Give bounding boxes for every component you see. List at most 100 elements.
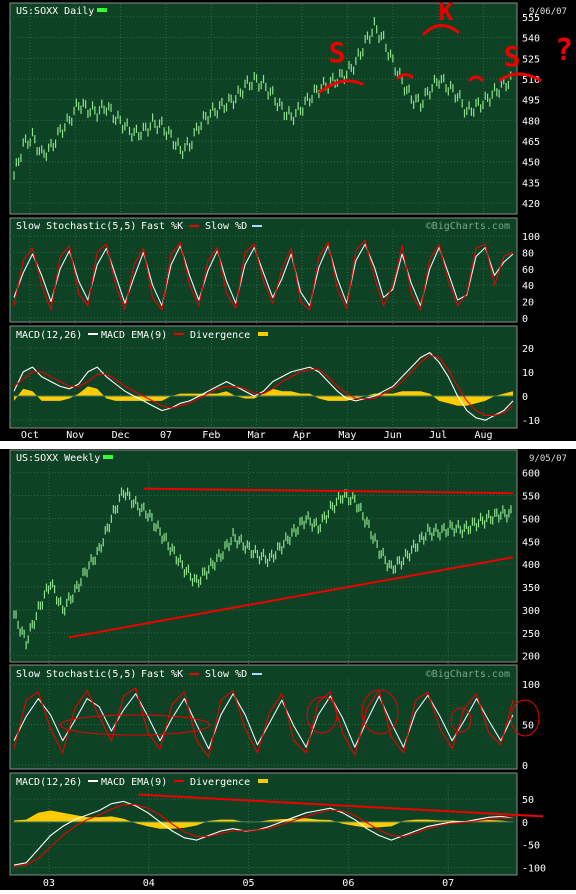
annotation-K: K — [439, 0, 454, 26]
daily-stoch-legend-k: Fast %K — [141, 221, 183, 232]
daily-macd-legend-ema: MACD EMA(9) — [101, 330, 167, 341]
y-tick-label: -100 — [522, 863, 546, 874]
weekly-macd-legend-div: Divergence — [190, 777, 250, 788]
weekly-date: 9/05/07 — [529, 454, 567, 464]
y-tick-label: 250 — [522, 629, 540, 640]
hand-annotations — [318, 24, 542, 94]
x-tick-label: May — [338, 430, 356, 441]
macd-ema-line — [13, 354, 514, 416]
x-tick-label: 07 — [160, 430, 172, 441]
x-tick-label: Feb — [202, 430, 220, 441]
daily-macd-legend-ema-swatch — [174, 333, 184, 335]
divergence-area — [14, 810, 513, 829]
y-tick-label: 0 — [522, 818, 528, 829]
trendline — [138, 793, 544, 818]
y-tick-label: 10 — [522, 368, 534, 379]
x-tick-label: Aug — [474, 430, 492, 441]
x-tick-label: 07 — [442, 878, 454, 889]
y-tick-label: 20 — [522, 298, 534, 309]
y-tick-label: 555 — [522, 13, 540, 24]
weekly-macd-legend-ema-swatch — [174, 780, 184, 782]
y-tick-label: 525 — [522, 54, 540, 65]
fast-k-line — [13, 687, 514, 758]
x-tick-label: Jul — [429, 430, 447, 441]
annotation-question: ? — [555, 33, 573, 68]
weekly-macd-legend-ema: MACD EMA(9) — [101, 777, 167, 788]
daily-macd-title: MACD(12,26) — [16, 330, 82, 341]
weekly-stoch-legend-d: Slow %D — [205, 669, 247, 680]
weekly-stoch-title: Slow Stochastic(5,5) — [16, 669, 136, 680]
y-tick-label: 480 — [522, 116, 540, 127]
weekly-stoch-legend-k: Fast %K — [141, 669, 183, 680]
y-tick-label: 0 — [522, 761, 528, 772]
y-tick-label: 400 — [522, 560, 540, 571]
y-tick-label: 40 — [522, 281, 534, 292]
daily-stoch-legend-k-swatch — [189, 225, 199, 227]
weekly-macd-line-swatch — [88, 780, 98, 782]
daily-title: US:SOXX Daily — [16, 6, 94, 17]
daily-macd-legend-div-swatch — [258, 332, 268, 336]
weekly-macd-title: MACD(12,26) — [16, 777, 82, 788]
annotation-circle — [510, 699, 540, 737]
y-tick-label: 0 — [522, 314, 528, 325]
x-tick-label: Nov — [66, 430, 84, 441]
x-tick-label: 03 — [43, 878, 55, 889]
trendline — [68, 556, 514, 639]
daily-stoch-legend-d: Slow %D — [205, 221, 247, 232]
y-tick-label: 50 — [522, 795, 534, 806]
macd-line — [13, 800, 514, 866]
annotation-circle — [306, 696, 338, 734]
weekly-stoch-legend-d-swatch — [252, 673, 262, 675]
y-tick-label: 60 — [522, 265, 534, 276]
daily-stoch-legend-d-swatch — [252, 225, 262, 227]
y-tick-label: 450 — [522, 158, 540, 169]
x-tick-label: Apr — [293, 430, 311, 441]
daily-stoch-panel — [9, 217, 518, 323]
y-tick-label: 300 — [522, 606, 540, 617]
x-tick-label: 06 — [342, 878, 354, 889]
daily-stoch-title: Slow Stochastic(5,5) — [16, 221, 136, 232]
y-tick-label: 550 — [522, 491, 540, 502]
daily-macd-legend-div: Divergence — [190, 330, 250, 341]
macd-ema-line — [13, 804, 514, 867]
y-tick-label: 50 — [522, 721, 534, 732]
annotation-arc-right-shoulder — [498, 72, 542, 82]
x-tick-label: Jun — [384, 430, 402, 441]
y-tick-label: 420 — [522, 199, 540, 210]
trendline — [143, 487, 514, 495]
annotation-circle — [450, 707, 472, 733]
annotation-arc-head — [422, 24, 460, 36]
weekly-macd-panel — [9, 772, 518, 876]
y-tick-label: 0 — [522, 392, 528, 403]
x-tick-label: 05 — [243, 878, 255, 889]
daily-date: 9/06/07 — [529, 7, 567, 17]
x-tick-label: Dec — [112, 430, 130, 441]
annotation-circle — [59, 714, 211, 736]
y-tick-label: -10 — [522, 416, 540, 427]
y-tick-label: 100 — [522, 232, 540, 243]
x-tick-label: 04 — [143, 878, 155, 889]
daily-title-swatch — [97, 8, 107, 12]
x-tick-label: Mar — [248, 430, 266, 441]
weekly-title: US:SOXX Weekly — [16, 453, 100, 464]
slow-d-line — [13, 243, 514, 307]
daily-price-panel — [9, 2, 518, 215]
annotation-S-right: S — [504, 40, 521, 73]
annotation-arc-small-2 — [468, 75, 484, 82]
y-tick-label: 465 — [522, 137, 540, 148]
y-tick-label: 495 — [522, 96, 540, 107]
y-tick-label: 80 — [522, 248, 534, 259]
annotation-S-left: S — [329, 36, 346, 69]
y-tick-label: 450 — [522, 537, 540, 548]
annotation-arc-left-shoulder — [318, 79, 364, 94]
weekly-stoch-credit: ©BigCharts.com — [426, 669, 510, 680]
y-tick-label: 200 — [522, 652, 540, 663]
weekly-macd-legend-div-swatch — [258, 779, 268, 783]
y-tick-label: 350 — [522, 583, 540, 594]
weekly-title-swatch — [103, 455, 113, 459]
fast-k-line — [13, 239, 514, 311]
weekly-stoch-legend-k-swatch — [189, 673, 199, 675]
daily-macd-panel — [9, 325, 518, 429]
